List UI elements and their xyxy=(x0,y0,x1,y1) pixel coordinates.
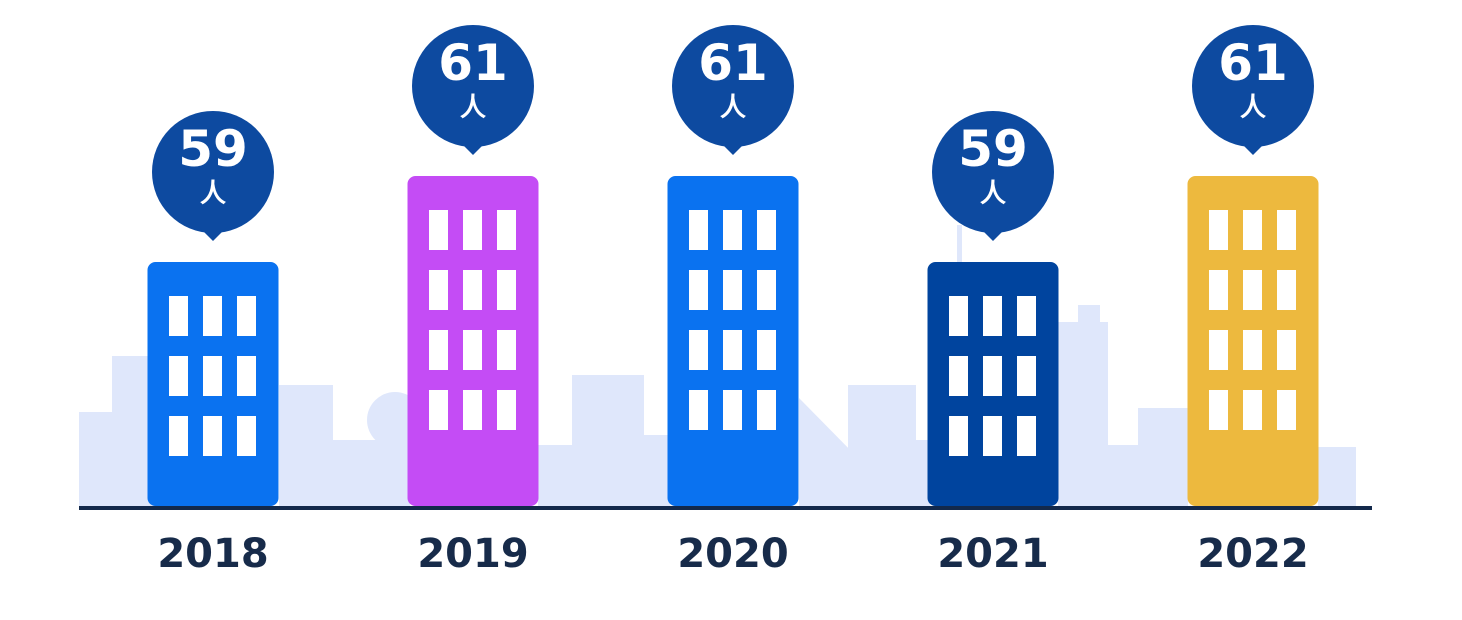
value-label: 61 xyxy=(698,34,768,92)
window xyxy=(237,296,256,336)
window xyxy=(1277,210,1296,250)
window xyxy=(1209,330,1228,370)
unit-label: 人 xyxy=(1240,93,1266,123)
window xyxy=(1017,296,1036,336)
bubble-tip xyxy=(458,140,488,155)
window xyxy=(169,356,188,396)
window xyxy=(1017,416,1036,456)
window xyxy=(1017,356,1036,396)
bubble xyxy=(1192,25,1314,147)
window xyxy=(949,356,968,396)
window xyxy=(497,210,516,250)
window xyxy=(1209,390,1228,430)
window xyxy=(1243,390,1262,430)
window xyxy=(237,356,256,396)
window xyxy=(463,390,482,430)
window xyxy=(689,390,708,430)
window xyxy=(429,210,448,250)
window xyxy=(429,390,448,430)
value-label: 61 xyxy=(438,34,508,92)
bubble-tip xyxy=(718,140,748,155)
window xyxy=(949,416,968,456)
window xyxy=(723,390,742,430)
window xyxy=(203,416,222,456)
x-tick-label: 2018 xyxy=(157,531,268,577)
window xyxy=(723,270,742,310)
window xyxy=(463,270,482,310)
window xyxy=(1277,330,1296,370)
bubble xyxy=(932,111,1054,233)
value-label: 59 xyxy=(958,120,1028,178)
bubble-tip xyxy=(198,226,228,241)
window xyxy=(1209,210,1228,250)
window xyxy=(1277,390,1296,430)
window xyxy=(723,330,742,370)
window xyxy=(757,210,776,250)
bubble-tip xyxy=(1238,140,1268,155)
window xyxy=(689,330,708,370)
x-tick-label: 2020 xyxy=(677,531,788,577)
window xyxy=(1243,210,1262,250)
window xyxy=(689,210,708,250)
window xyxy=(1209,270,1228,310)
x-tick-label: 2019 xyxy=(417,531,528,577)
bubble xyxy=(672,25,794,147)
window xyxy=(757,330,776,370)
window xyxy=(429,270,448,310)
value-label: 59 xyxy=(178,120,248,178)
window xyxy=(169,416,188,456)
window xyxy=(983,416,1002,456)
bubble xyxy=(152,111,274,233)
window xyxy=(949,296,968,336)
window xyxy=(497,390,516,430)
unit-label: 人 xyxy=(980,179,1006,209)
bubble xyxy=(412,25,534,147)
window xyxy=(203,356,222,396)
window xyxy=(429,330,448,370)
window xyxy=(689,270,708,310)
window xyxy=(237,416,256,456)
window xyxy=(203,296,222,336)
bubble-tip xyxy=(978,226,1008,241)
unit-label: 人 xyxy=(460,93,486,123)
window xyxy=(463,330,482,370)
window xyxy=(463,210,482,250)
x-tick-label: 2021 xyxy=(937,531,1048,577)
window xyxy=(757,390,776,430)
unit-label: 人 xyxy=(720,93,746,123)
window xyxy=(757,270,776,310)
window xyxy=(497,330,516,370)
window xyxy=(983,356,1002,396)
window xyxy=(723,210,742,250)
x-tick-label: 2022 xyxy=(1197,531,1308,577)
window xyxy=(1277,270,1296,310)
window xyxy=(1243,270,1262,310)
unit-label: 人 xyxy=(200,179,226,209)
window xyxy=(169,296,188,336)
window xyxy=(1243,330,1262,370)
window xyxy=(983,296,1002,336)
value-label: 61 xyxy=(1218,34,1288,92)
window xyxy=(497,270,516,310)
